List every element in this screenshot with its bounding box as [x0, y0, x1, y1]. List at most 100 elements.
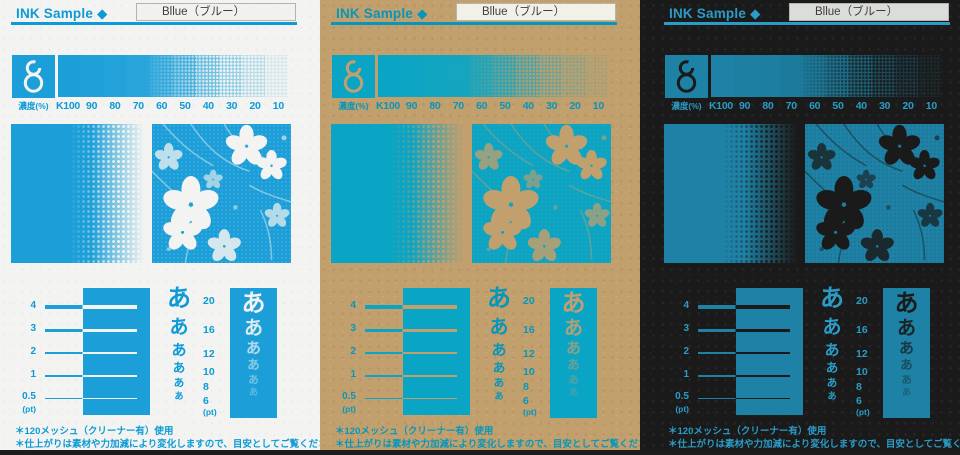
font-size-label: 16 — [523, 324, 535, 336]
line-weight-label: 4 — [350, 300, 356, 311]
knockout-glyph: あ — [248, 373, 259, 386]
density-label: 濃度(%) — [338, 101, 369, 111]
header-rule — [331, 22, 617, 25]
scale-tick: 20 — [249, 100, 261, 112]
knockout-glyph: あ — [568, 373, 579, 386]
knockout-glyph: あ — [563, 318, 583, 339]
line-weight-unit: (pt) — [342, 404, 356, 414]
font-size-label: 6 — [523, 395, 529, 407]
gradient-fade — [664, 124, 803, 263]
scale-tick: 10 — [925, 100, 937, 112]
sample-line-3pt — [365, 328, 457, 332]
density-segment — [780, 55, 803, 97]
knockout-glyph: あ — [243, 318, 263, 339]
scale-tick: 30 — [546, 100, 558, 112]
density-segment — [58, 55, 81, 97]
font-size-label: 20 — [203, 295, 215, 307]
font-size-unit: (pt) — [203, 407, 217, 417]
ink-logo-tile — [665, 55, 708, 98]
scale-tick: 40 — [855, 100, 867, 112]
scale-tick: 80 — [429, 100, 441, 112]
density-segment — [734, 55, 757, 97]
glyph-sample: あ — [487, 285, 511, 312]
sample-line-1pt — [45, 375, 137, 377]
density-segment — [493, 55, 516, 97]
font-size-label: 8 — [856, 381, 862, 393]
density-scale: K100 90 80 70 60 50 40 30 20 10 — [376, 100, 610, 112]
glyph-sample: あ — [494, 391, 504, 401]
figure-eight-logo-icon — [23, 60, 44, 93]
ink-logo-tile — [332, 55, 375, 98]
sample-line-2pt — [365, 352, 457, 355]
font-size-label: 16 — [856, 324, 868, 336]
gradient-fade — [11, 124, 150, 263]
density-segment — [918, 55, 941, 97]
footer-note-disclaimer: ＊仕上がりは素材や力加減により変化しますので、目安としてご覧ください。 — [15, 439, 320, 450]
font-size-unit: (pt) — [523, 407, 537, 417]
density-segment — [265, 55, 288, 97]
scale-tick: 40 — [522, 100, 534, 112]
font-size-label: 20 — [523, 295, 535, 307]
panel-kraft-paper: INK Sample ◆ Bllue（ブルー） 濃度(%) K100 90 80 70… — [320, 0, 640, 455]
glyph-knockout-rect: あ あ あ あ あ あ — [230, 288, 277, 418]
font-size-label: 16 — [203, 324, 215, 336]
density-scale: K100 90 80 70 60 50 40 30 20 10 — [56, 100, 290, 112]
density-segment — [424, 55, 447, 97]
density-segment — [757, 55, 780, 97]
density-segment — [803, 55, 826, 97]
sample-line-4pt — [698, 305, 790, 309]
glyph-sample: あ — [827, 391, 837, 401]
line-weight-label: 1 — [683, 369, 689, 380]
line-weight-label: 3 — [350, 323, 356, 334]
density-segment — [196, 55, 219, 97]
knockout-glyph: あ — [561, 290, 586, 317]
line-weight-label: 0.5 — [22, 391, 36, 402]
footer-note-disclaimer: ＊仕上がりは素材や力加減により変化しますので、目安としてご覧ください。 — [668, 439, 960, 450]
glyph-sample: あ — [173, 377, 185, 389]
glyph-sample: あ — [174, 391, 184, 401]
density-gradient-bar — [378, 55, 608, 97]
knockout-glyph: あ — [901, 373, 912, 386]
scale-tick: 50 — [832, 100, 844, 112]
font-size-label: 10 — [523, 366, 535, 378]
density-segment — [711, 55, 734, 97]
glyph-sample: あ — [824, 342, 840, 359]
font-size-label: 10 — [203, 366, 215, 378]
density-segment — [872, 55, 895, 97]
line-weight-label: 2 — [30, 346, 36, 357]
glyph-sample: あ — [826, 377, 838, 389]
glyph-sample: あ — [492, 361, 506, 375]
density-segment — [378, 55, 401, 97]
scale-tick: 70 — [785, 100, 797, 112]
footer-note-mesh: ＊120メッシュ（クリーナー有）使用 — [335, 426, 494, 437]
knockout-glyph: あ — [245, 340, 261, 357]
scale-tick: 90 — [739, 100, 751, 112]
glyph-sample: あ — [489, 317, 509, 338]
density-segment — [173, 55, 196, 97]
header-rule — [11, 22, 297, 25]
density-gradient-bar — [58, 55, 288, 97]
gradient-sample-square — [664, 124, 803, 263]
line-weight-knockout-rect — [403, 288, 470, 415]
font-size-label: 6 — [203, 395, 209, 407]
density-segment — [539, 55, 562, 97]
ink-name-label: Bllue（ブルー） — [815, 6, 899, 18]
line-weight-label: 4 — [30, 300, 36, 311]
line-weight-label: 3 — [30, 323, 36, 334]
scale-tick: 20 — [902, 100, 914, 112]
line-weight-label: 3 — [683, 323, 689, 334]
sample-line-3pt — [698, 328, 790, 332]
panel-white-paper: INK Sample ◆ Bllue（ブルー） 濃度(%) K100 90 80 70… — [0, 0, 320, 455]
knockout-glyph: あ — [898, 340, 914, 357]
glyph-sample: あ — [171, 342, 187, 359]
page-title: INK Sample ◆ — [16, 6, 108, 21]
ink-name-box: Bllue（ブルー） — [456, 3, 616, 21]
glyph-sample: あ — [169, 317, 189, 338]
density-segment — [447, 55, 470, 97]
scale-tick: K100 — [56, 100, 80, 112]
scale-tick: 10 — [592, 100, 604, 112]
density-segment — [104, 55, 127, 97]
sample-line-05pt — [698, 397, 790, 399]
glyph-sample: あ — [172, 361, 186, 375]
